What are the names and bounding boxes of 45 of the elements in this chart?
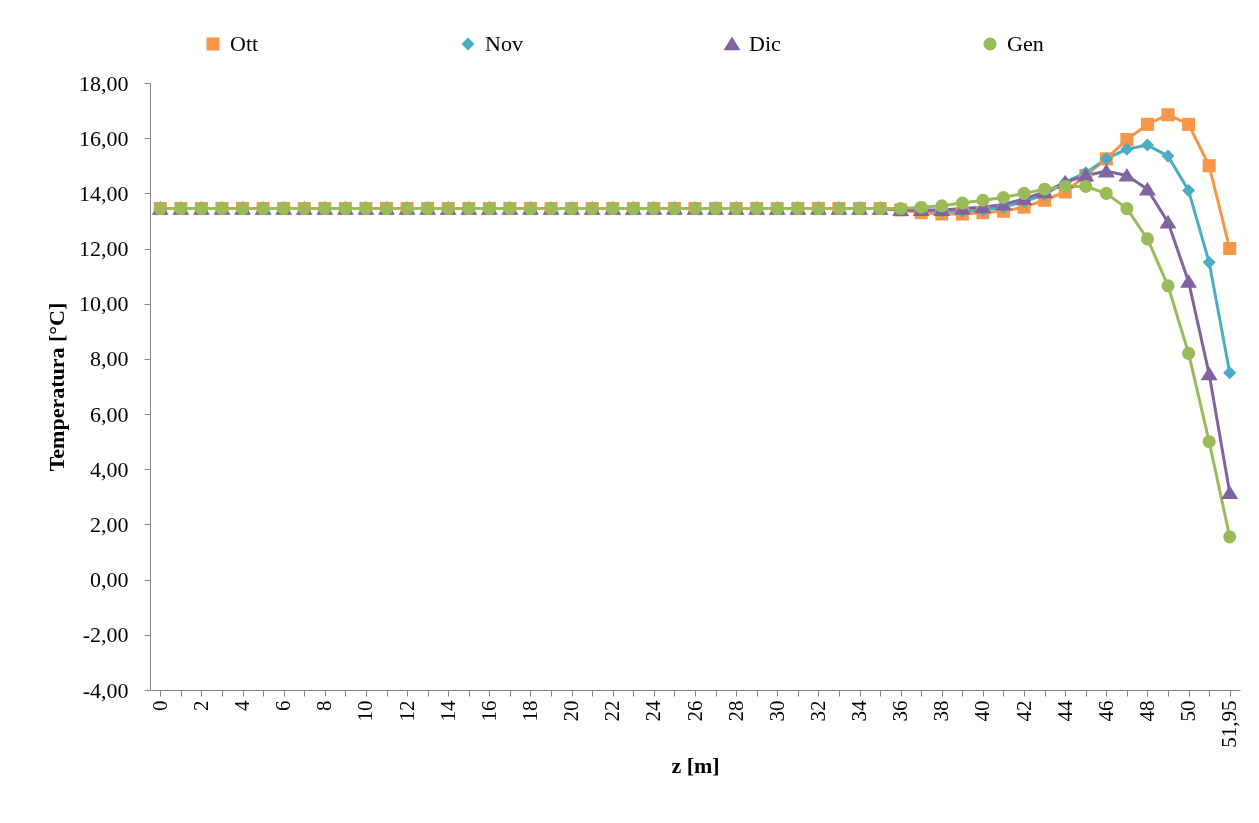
x-tick-label: 8 xyxy=(312,700,337,711)
x-tick-label: 12 xyxy=(394,700,419,722)
legend-label: Ott xyxy=(230,31,259,56)
y-tick-label: 10,00 xyxy=(79,291,129,317)
x-tick-label: 0 xyxy=(147,700,172,711)
legend-label: Dic xyxy=(749,31,781,56)
x-tick-label: 46 xyxy=(1093,700,1118,722)
x-tick-label: 4 xyxy=(230,700,255,711)
y-tick-label: 4,00 xyxy=(90,456,129,482)
y-tick-label: -4,00 xyxy=(82,677,129,703)
y-tick-label: -2,00 xyxy=(82,622,129,648)
x-tick-label: 51,95 xyxy=(1217,700,1242,748)
x-tick-label: 34 xyxy=(847,700,872,722)
legend-label: Gen xyxy=(1007,31,1044,56)
x-tick-label: 30 xyxy=(764,700,789,722)
x-tick-label: 24 xyxy=(641,700,666,722)
x-tick-label: 48 xyxy=(1134,700,1159,722)
x-tick-label: 36 xyxy=(888,700,913,722)
legend-label: Nov xyxy=(485,31,523,56)
y-tick-label: 16,00 xyxy=(79,125,129,151)
x-tick-label: 10 xyxy=(353,700,378,722)
x-tick-label: 38 xyxy=(929,700,954,722)
x-tick-label: 14 xyxy=(435,700,460,722)
x-tick-label: 44 xyxy=(1052,700,1077,722)
x-tick-label: 42 xyxy=(1011,700,1036,722)
x-tick-label: 6 xyxy=(271,700,296,711)
x-tick-label: 28 xyxy=(723,700,748,722)
y-tick-label: 14,00 xyxy=(79,180,129,206)
x-tick-label: 18 xyxy=(517,700,542,722)
x-tick-label: 40 xyxy=(970,700,995,722)
y-tick-label: 2,00 xyxy=(90,511,129,537)
x-axis-title: z [m] xyxy=(671,752,720,778)
x-tick-label: 50 xyxy=(1176,700,1201,722)
x-tick-label: 22 xyxy=(600,700,625,722)
y-tick-label: 12,00 xyxy=(79,236,129,262)
x-tick-label: 16 xyxy=(476,700,501,722)
y-tick-label: 18,00 xyxy=(79,70,129,96)
x-tick-label: 2 xyxy=(188,700,213,711)
x-tick-label: 32 xyxy=(805,700,830,722)
y-tick-label: 8,00 xyxy=(90,346,129,372)
y-tick-label: 6,00 xyxy=(90,401,129,427)
y-axis-title: Temperatura [°C] xyxy=(44,302,69,472)
y-tick-label: 0,00 xyxy=(90,567,129,593)
x-tick-label: 26 xyxy=(682,700,707,722)
x-tick-label: 20 xyxy=(559,700,584,722)
